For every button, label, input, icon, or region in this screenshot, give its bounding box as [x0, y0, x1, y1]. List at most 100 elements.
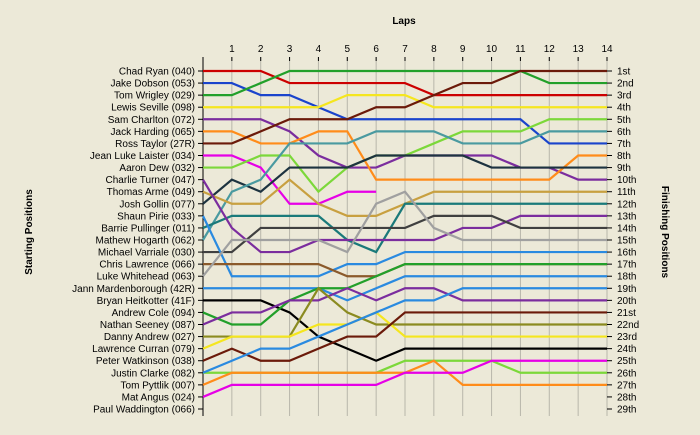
- driver-label: Aaron Dew (032): [119, 163, 195, 174]
- driver-label: Tom Wrigley (029): [114, 91, 195, 102]
- series-line: [202, 263, 607, 326]
- series-line: [202, 202, 607, 254]
- series-line: [202, 130, 607, 241]
- finishing-position-label: 29th: [617, 405, 636, 416]
- finishing-position-label: 25th: [617, 356, 636, 367]
- driver-label: Nathan Seeney (087): [100, 320, 195, 331]
- finishing-position-label: 23rd: [617, 332, 637, 343]
- finishing-position-label: 21st: [617, 308, 636, 319]
- finishing-position-label: 13th: [617, 211, 636, 222]
- series-line: [203, 94, 607, 109]
- x-tick-label: 7: [402, 44, 408, 55]
- series-line: [203, 69, 607, 97]
- driver-label: Paul Waddington (066): [93, 405, 195, 416]
- series-lines: [202, 69, 607, 398]
- finishing-position-label: 19th: [617, 284, 636, 295]
- chart-title: Laps: [392, 16, 416, 27]
- finishing-position-label: 17th: [617, 260, 636, 271]
- driver-label: Jake Dobson (053): [111, 79, 196, 90]
- finishing-position-label: 20th: [617, 296, 636, 307]
- y-axis-label-left: Starting Positions: [24, 189, 35, 275]
- series-line: [202, 287, 607, 374]
- series-line: [202, 311, 607, 350]
- driver-label: Chad Ryan (040): [119, 67, 195, 78]
- x-tick-label: 4: [316, 44, 322, 55]
- finishing-position-label: 10th: [617, 175, 636, 186]
- finishing-position-label: 9th: [617, 163, 631, 174]
- finishing-position-label: 15th: [617, 236, 636, 247]
- driver-label: Lewis Seville (098): [111, 103, 195, 114]
- driver-label: Barrie Pullinger (011): [101, 223, 195, 234]
- series-line: [202, 190, 607, 277]
- x-tick-label: 2: [258, 44, 264, 55]
- x-tick-label: 11: [515, 44, 526, 55]
- grid: [198, 57, 612, 416]
- series-line: [202, 311, 607, 362]
- x-tick-label: 14: [601, 44, 613, 55]
- y-axis-label-right: Finishing Positions: [659, 186, 670, 279]
- driver-label: Sam Charlton (072): [108, 115, 195, 126]
- x-tick-label: 10: [486, 44, 498, 55]
- finishing-position-label: 22nd: [617, 320, 639, 331]
- x-tick-label: 12: [544, 44, 556, 55]
- x-tick-label: 5: [345, 44, 351, 55]
- series-line: [203, 154, 377, 205]
- driver-label: Josh Gollin (077): [119, 199, 195, 210]
- series-line: [203, 275, 607, 302]
- series-line: [202, 215, 607, 278]
- series-line: [203, 69, 607, 145]
- finishing-position-label: 4th: [617, 103, 631, 114]
- finishing-position-label: 16th: [617, 248, 636, 259]
- finishing-position-label: 7th: [617, 139, 631, 150]
- driver-label: Jann Mardenborough (42R): [72, 284, 195, 295]
- finishing-position-label: 12th: [617, 199, 636, 210]
- driver-label: Mat Angus (024): [122, 392, 195, 403]
- x-tick-label: 1: [229, 44, 235, 55]
- finishing-position-label: 5th: [617, 115, 631, 126]
- series-line: [202, 154, 607, 205]
- x-tick-label: 3: [287, 44, 293, 55]
- driver-label: Peter Watkinson (038): [96, 356, 195, 367]
- finishing-position-label: 27th: [617, 380, 636, 391]
- series-line: [203, 214, 607, 254]
- finishing-position-label: 2nd: [617, 79, 634, 90]
- driver-label: Charlie Turner (047): [106, 175, 195, 186]
- finishing-position-label: 28th: [617, 392, 636, 403]
- x-tick-label: 6: [373, 44, 379, 55]
- x-tick-label: 9: [460, 44, 466, 55]
- series-line: [203, 299, 607, 362]
- driver-label: Mathew Hogarth (062): [96, 236, 196, 247]
- driver-label: Tom Pyttlik (007): [121, 380, 195, 391]
- finishing-position-label: 8th: [617, 151, 631, 162]
- finishing-position-label: 26th: [617, 368, 636, 379]
- finishing-position-label: 24th: [617, 344, 636, 355]
- finishing-position-label: 6th: [617, 127, 631, 138]
- series-line: [202, 287, 607, 326]
- driver-label: Bryan Heitkotter (41F): [97, 296, 195, 307]
- finishing-position-label: 1st: [617, 67, 631, 78]
- finishing-position-label: 14th: [617, 223, 636, 234]
- finishing-position-label: 3rd: [617, 91, 631, 102]
- driver-label: Thomas Arme (049): [107, 187, 195, 198]
- series-line: [202, 359, 607, 398]
- driver-label: Jack Harding (065): [111, 127, 195, 138]
- driver-label: Michael Varriale (030): [98, 248, 195, 259]
- x-tick-label: 8: [431, 44, 437, 55]
- x-tick-label: 13: [573, 44, 585, 55]
- driver-label: Jean Luke Laister (034): [90, 151, 195, 162]
- series-line: [203, 130, 607, 181]
- driver-label: Lawrence Curran (079): [92, 344, 195, 355]
- driver-label: Ross Taylor (27R): [115, 139, 195, 150]
- driver-label: Chris Lawrence (066): [99, 260, 195, 271]
- driver-label: Justin Clarke (082): [111, 368, 195, 379]
- driver-label: Andrew Cole (094): [112, 308, 195, 319]
- finishing-position-label: 18th: [617, 272, 636, 283]
- series-line: [202, 179, 607, 254]
- driver-label: Luke Whitehead (063): [97, 272, 195, 283]
- finishing-position-label: 11th: [617, 187, 636, 198]
- series-line: [203, 69, 607, 97]
